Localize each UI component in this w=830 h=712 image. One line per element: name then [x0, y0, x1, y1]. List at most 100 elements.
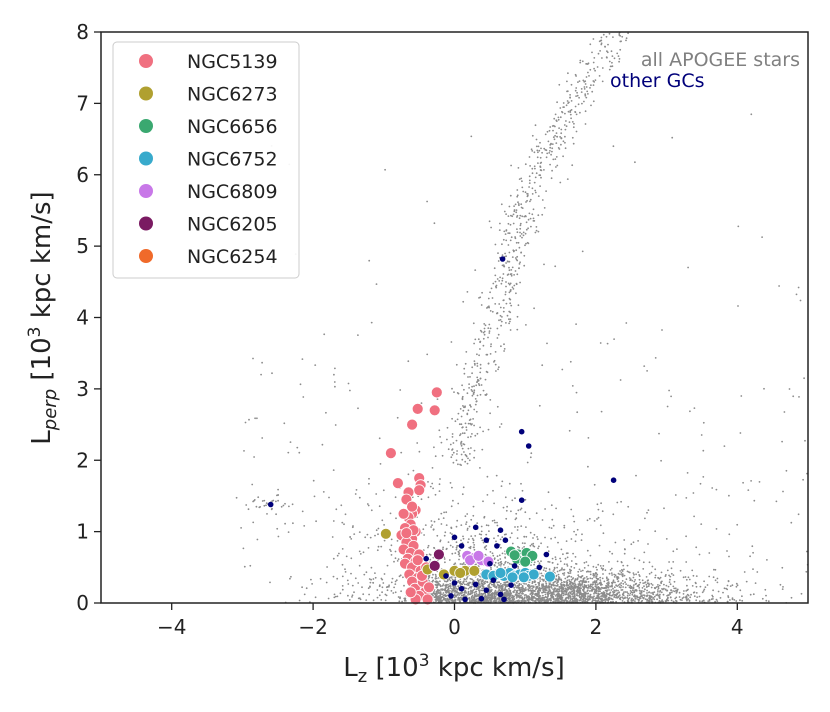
apogee-star-point	[354, 493, 357, 495]
apogee-star-point	[658, 584, 661, 587]
apogee-star-point	[646, 511, 648, 514]
apogee-star-point	[513, 209, 516, 211]
apogee-star-point	[543, 599, 546, 602]
apogee-star-point	[571, 593, 573, 596]
apogee-star-point	[465, 521, 468, 523]
apogee-star-point	[560, 579, 563, 582]
apogee-star-point	[499, 538, 502, 541]
apogee-star-point	[314, 364, 317, 366]
apogee-star-point	[632, 584, 635, 586]
apogee-star-point	[607, 578, 610, 581]
apogee-star-point	[589, 587, 592, 589]
apogee-star-point	[592, 84, 595, 86]
apogee-star-point	[542, 578, 544, 581]
apogee-star-point	[322, 491, 325, 493]
apogee-star-point	[272, 499, 275, 502]
apogee-star-point	[752, 593, 755, 596]
apogee-star-point	[487, 524, 490, 527]
apogee-star-point	[542, 569, 545, 571]
apogee-star-point	[292, 522, 294, 525]
apogee-star-point	[424, 524, 427, 526]
apogee-star-point	[498, 303, 501, 305]
apogee-star-point	[456, 453, 458, 455]
apogee-star-point	[298, 451, 301, 454]
apogee-star-point	[448, 598, 451, 600]
apogee-star-point	[619, 48, 622, 51]
apogee-star-point	[537, 593, 540, 596]
apogee-star-point	[587, 93, 589, 95]
apogee-star-point	[566, 588, 569, 591]
apogee-star-point	[678, 591, 681, 594]
apogee-star-point	[284, 522, 286, 525]
apogee-star-point	[494, 243, 497, 246]
apogee-star-point	[690, 593, 692, 596]
apogee-star-point	[685, 578, 688, 581]
apogee-star-point	[441, 454, 444, 457]
apogee-star-point	[687, 266, 689, 269]
apogee-star-point	[663, 507, 665, 510]
apogee-star-point	[559, 560, 562, 563]
apogee-star-point	[377, 545, 380, 548]
apogee-star-point	[584, 80, 587, 83]
apogee-star-point	[519, 235, 522, 237]
apogee-star-point	[519, 508, 522, 511]
apogee-star-point	[657, 576, 659, 579]
apogee-star-point	[489, 327, 492, 330]
apogee-star-point	[563, 581, 565, 583]
apogee-star-point	[490, 568, 492, 570]
apogee-star-point	[505, 517, 508, 520]
apogee-star-point	[551, 592, 554, 595]
apogee-star-point	[569, 587, 571, 590]
apogee-star-point	[550, 585, 552, 588]
apogee-star-point	[442, 592, 445, 594]
apogee-star-point	[365, 571, 368, 574]
apogee-star-point	[499, 314, 502, 317]
apogee-star-point	[533, 563, 535, 566]
apogee-star-point	[585, 63, 588, 65]
apogee-star-point	[389, 512, 392, 515]
apogee-star-point	[603, 591, 606, 594]
apogee-star-point	[577, 103, 580, 106]
apogee-star-point	[502, 238, 505, 241]
apogee-star-point	[634, 595, 637, 598]
y-tick-label: 6	[76, 163, 89, 187]
apogee-star-point	[451, 486, 453, 489]
apogee-star-point	[567, 102, 569, 104]
apogee-star-point	[541, 199, 544, 201]
apogee-star-point	[454, 576, 457, 579]
apogee-star-point	[596, 518, 598, 520]
apogee-star-point	[398, 600, 401, 603]
apogee-star-point	[445, 583, 447, 586]
apogee-star-point	[485, 393, 488, 396]
apogee-star-point	[545, 156, 548, 159]
apogee-star-point	[696, 596, 699, 598]
apogee-star-point	[563, 574, 565, 576]
apogee-star-point	[623, 552, 626, 555]
apogee-star-point	[758, 481, 761, 483]
apogee-star-point	[509, 318, 512, 320]
apogee-star-point	[353, 533, 356, 535]
apogee-star-point	[665, 538, 668, 540]
apogee-star-point	[519, 214, 522, 217]
apogee-star-point	[469, 581, 472, 584]
apogee-star-point	[472, 393, 475, 395]
apogee-star-point	[716, 581, 719, 584]
apogee-star-point	[450, 599, 453, 602]
apogee-star-point	[474, 535, 477, 537]
apogee-star-point	[455, 548, 458, 551]
apogee-star-point	[781, 588, 784, 590]
apogee-star-point	[585, 581, 588, 583]
apogee-star-point	[509, 311, 512, 314]
apogee-star-point	[290, 575, 292, 578]
apogee-star-point	[500, 546, 502, 549]
x-tick-label: 2	[590, 615, 603, 639]
apogee-star-point	[614, 541, 617, 544]
apogee-star-point	[594, 583, 597, 586]
apogee-star-point	[605, 599, 608, 601]
other-gcs-point	[543, 551, 550, 558]
apogee-star-point	[335, 508, 338, 511]
apogee-star-point	[663, 583, 665, 586]
apogee-star-point	[555, 119, 558, 122]
apogee-star-point	[698, 553, 701, 556]
apogee-star-point	[613, 589, 616, 592]
